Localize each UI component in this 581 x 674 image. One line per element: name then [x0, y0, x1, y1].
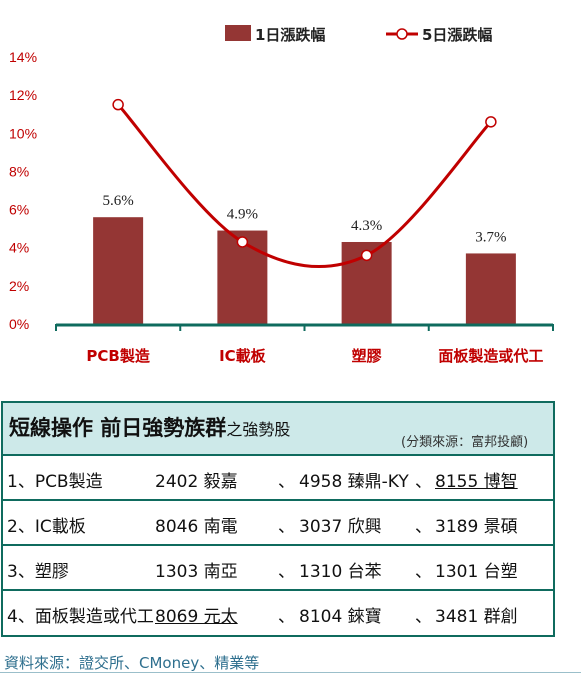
row-separator: 、	[278, 517, 295, 537]
x-category-label: 面板製造或代工	[438, 347, 543, 365]
row-stock-2: 4958 臻鼎-KY	[299, 472, 409, 492]
legend-bar-swatch	[225, 25, 251, 41]
line-point	[112, 98, 124, 111]
bar	[93, 217, 144, 324]
table-row: 4、面板製造或代工 8069 元太 、 8104 錸寶 、 3481 群創	[3, 591, 553, 636]
strong-stocks-panel: 短線操作 前日強勢族群之強勢股 (分類來源：富邦投顧) 1、PCB製造 2402…	[1, 401, 555, 637]
x-category-label: 塑膠	[352, 347, 382, 365]
sector-performance-chart: 0% 2% 4% 6% 8% 10% 12% 14% 5.6% 4.9% 4.3% 3.7% PCB製造…	[9, 25, 554, 365]
panel-source: (分類來源：富邦投顧)	[401, 435, 529, 450]
row-stock-2: 1310 台苯	[299, 562, 382, 582]
row-stock-1: 2402 毅嘉	[155, 472, 238, 492]
y-tick-label: 6%	[9, 202, 29, 218]
row-stock-2: 3037 欣興	[299, 517, 382, 537]
line-point	[236, 236, 249, 248]
row-stock-1: 8046 南電	[155, 517, 238, 537]
table-row: 1、PCB製造 2402 毅嘉 、 4958 臻鼎-KY 、 8155 博智	[3, 456, 553, 501]
row-stock-3: 3481 群創	[435, 607, 518, 627]
row-stock-3: 3189 景碩	[435, 517, 518, 537]
panel-title: 短線操作 前日強勢族群之強勢股	[9, 412, 290, 442]
panel-title-sub: 之強勢股	[226, 420, 291, 439]
line-point	[485, 116, 497, 128]
row-separator: 、	[415, 562, 432, 582]
row-stock-1: 1303 南亞	[155, 562, 238, 582]
x-category-label: PCB製造	[86, 347, 149, 365]
y-tick-label: 8%	[9, 163, 29, 179]
footnote-source: 資料來源：證交所、CMoney、精業等	[4, 654, 260, 672]
footer-divider	[0, 672, 581, 673]
panel-header: 短線操作 前日強勢族群之強勢股 (分類來源：富邦投顧)	[3, 403, 553, 456]
row-separator: 、	[278, 607, 295, 627]
x-category-label: IC載板	[219, 347, 267, 365]
line-series-5day	[117, 103, 492, 268]
row-stock-3: 1301 台塑	[435, 562, 518, 582]
row-group-name: 1、PCB製造	[7, 472, 103, 492]
row-separator: 、	[415, 472, 432, 492]
row-group-name: 4、面板製造或代工	[7, 607, 154, 627]
bar	[465, 253, 516, 324]
row-stock-2: 8104 錸寶	[299, 607, 382, 627]
bar-data-label: 5.6%	[103, 193, 134, 209]
row-separator: 、	[278, 562, 295, 582]
row-group-name: 2、IC載板	[7, 517, 86, 537]
y-tick-label: 12%	[9, 87, 37, 103]
row-separator: 、	[415, 517, 432, 537]
y-tick-label: 14%	[9, 49, 37, 65]
bar-data-label: 4.9%	[227, 207, 258, 223]
row-stock-1: 8069 元太	[155, 607, 238, 627]
row-group-name: 3、塑膠	[7, 562, 69, 582]
legend-line-label: 5日漲跌幅	[422, 26, 492, 44]
table-row: 3、塑膠 1303 南亞 、 1310 台苯 、 1301 台塑	[3, 546, 553, 591]
row-separator: 、	[278, 472, 295, 492]
y-tick-label: 0%	[9, 316, 29, 332]
line-point	[360, 249, 373, 262]
table-row: 2、IC載板 8046 南電 、 3037 欣興 、 3189 景碩	[3, 501, 553, 546]
bar-data-label: 4.3%	[351, 218, 382, 234]
y-tick-label: 2%	[9, 278, 29, 294]
y-tick-label: 4%	[9, 240, 29, 256]
row-separator: 、	[415, 607, 432, 627]
row-stock-3: 8155 博智	[435, 472, 518, 492]
panel-title-main: 短線操作 前日強勢族群	[9, 416, 227, 440]
legend-bar-label: 1日漲跌幅	[255, 26, 325, 44]
y-tick-label: 10%	[9, 125, 37, 141]
legend-line-marker	[396, 28, 408, 40]
bar-data-label: 3.7%	[475, 229, 506, 245]
